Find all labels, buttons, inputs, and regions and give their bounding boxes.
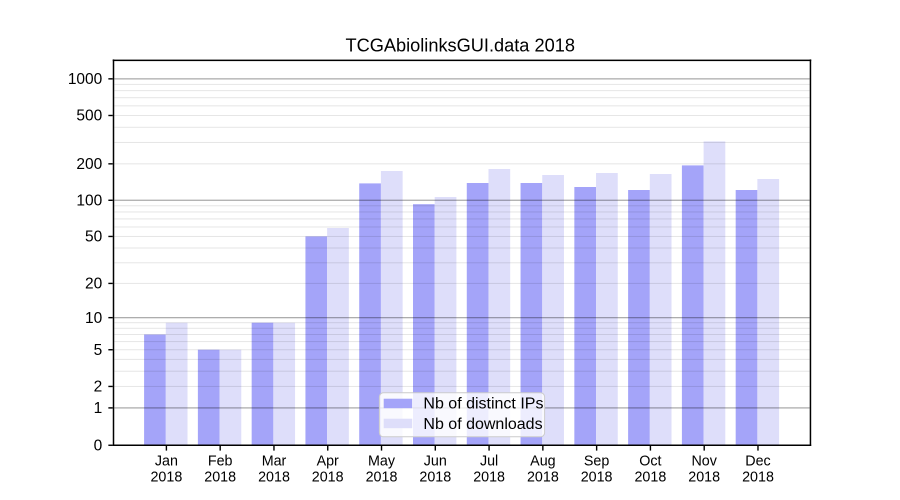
svg-text:TCGAbiolinksGUI.data 2018: TCGAbiolinksGUI.data 2018 xyxy=(345,36,574,56)
svg-text:Apr: Apr xyxy=(317,454,339,470)
svg-text:2018: 2018 xyxy=(634,469,666,485)
svg-text:200: 200 xyxy=(76,156,102,173)
svg-text:2018: 2018 xyxy=(204,469,236,485)
svg-text:1000: 1000 xyxy=(68,71,103,88)
svg-text:2018: 2018 xyxy=(312,469,344,485)
svg-text:May: May xyxy=(368,454,396,470)
svg-text:Jun: Jun xyxy=(424,454,447,470)
svg-text:50: 50 xyxy=(85,229,103,246)
svg-text:10: 10 xyxy=(85,310,103,327)
svg-text:20: 20 xyxy=(85,276,103,293)
svg-text:Oct: Oct xyxy=(639,454,661,470)
svg-text:Nb of downloads: Nb of downloads xyxy=(423,416,542,433)
svg-text:Jul: Jul xyxy=(480,454,498,470)
svg-text:2018: 2018 xyxy=(527,469,559,485)
svg-text:2018: 2018 xyxy=(742,469,774,485)
svg-text:1: 1 xyxy=(94,400,103,417)
svg-text:500: 500 xyxy=(76,108,102,125)
svg-text:2018: 2018 xyxy=(366,469,398,485)
svg-text:Sep: Sep xyxy=(584,454,609,470)
svg-text:Dec: Dec xyxy=(745,454,770,470)
svg-text:2018: 2018 xyxy=(688,469,720,485)
svg-text:Jan: Jan xyxy=(155,454,178,470)
svg-text:100: 100 xyxy=(76,192,102,209)
svg-text:5: 5 xyxy=(94,342,103,359)
svg-text:Mar: Mar xyxy=(262,454,287,470)
svg-text:Nov: Nov xyxy=(691,454,717,470)
svg-text:2018: 2018 xyxy=(150,469,182,485)
svg-text:2018: 2018 xyxy=(581,469,613,485)
svg-text:Nb of distinct IPs: Nb of distinct IPs xyxy=(423,396,543,413)
svg-text:2018: 2018 xyxy=(419,469,451,485)
svg-text:2018: 2018 xyxy=(473,469,505,485)
svg-text:2018: 2018 xyxy=(258,469,290,485)
svg-text:Feb: Feb xyxy=(208,454,233,470)
svg-text:Aug: Aug xyxy=(530,454,555,470)
svg-text:2: 2 xyxy=(94,379,103,396)
svg-text:0: 0 xyxy=(94,437,103,454)
